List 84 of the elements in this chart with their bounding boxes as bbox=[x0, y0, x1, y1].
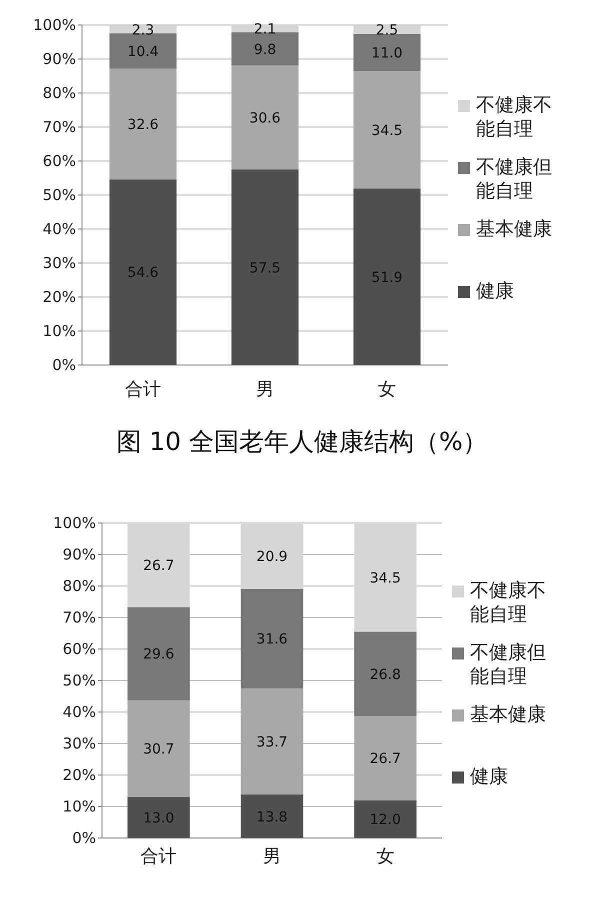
data-label: 2.1 bbox=[254, 22, 276, 38]
y-tick-label: 80% bbox=[62, 577, 96, 595]
bar bbox=[353, 188, 421, 365]
data-label: 9.8 bbox=[254, 42, 276, 58]
bar bbox=[240, 688, 304, 795]
y-tick-label: 10% bbox=[62, 798, 96, 816]
data-label: 30.6 bbox=[249, 110, 281, 126]
bar bbox=[353, 71, 421, 189]
bar bbox=[354, 523, 416, 632]
data-label: 32.6 bbox=[127, 116, 159, 133]
data-label: 30.7 bbox=[143, 742, 174, 758]
bar bbox=[109, 179, 177, 365]
data-label: 20.9 bbox=[256, 548, 288, 565]
x-tick-label: 女 bbox=[378, 379, 396, 400]
x-tick-label: 合计 bbox=[125, 379, 161, 400]
legend-label: 健康 bbox=[470, 766, 508, 788]
y-tick-label: 90% bbox=[62, 546, 96, 564]
text: 图 10 全国老年人健康结构（%） bbox=[116, 427, 488, 456]
y-tick-label: 40% bbox=[62, 703, 96, 721]
y-tick-label: 70% bbox=[42, 118, 76, 136]
data-label: 26.8 bbox=[370, 666, 401, 683]
legend-label: 健康 bbox=[476, 280, 514, 302]
y-tick-label: 100% bbox=[53, 514, 96, 532]
bar bbox=[240, 523, 304, 589]
y-tick-label: 30% bbox=[42, 254, 76, 272]
data-label: 54.6 bbox=[127, 265, 159, 282]
data-label: 13.8 bbox=[256, 809, 288, 826]
data-label: 34.5 bbox=[370, 570, 401, 586]
y-tick-label: 60% bbox=[62, 640, 96, 658]
legend-label: 基本健康 bbox=[470, 704, 546, 726]
bar bbox=[128, 607, 190, 700]
y-tick-label: 40% bbox=[42, 220, 76, 238]
data-label: 11.0 bbox=[371, 46, 403, 62]
data-label: 29.6 bbox=[143, 646, 174, 663]
x-tick-label: 男 bbox=[256, 379, 274, 400]
data-label: 33.7 bbox=[256, 734, 288, 750]
data-label: 31.6 bbox=[256, 632, 288, 648]
legend-label: 不健康但能自理 bbox=[470, 642, 546, 688]
y-tick-label: 50% bbox=[42, 186, 76, 204]
bar bbox=[353, 25, 421, 34]
data-label: 10.4 bbox=[127, 44, 159, 60]
bar bbox=[109, 68, 177, 180]
data-label: 26.7 bbox=[370, 751, 401, 768]
bar bbox=[231, 65, 299, 170]
bar bbox=[231, 170, 299, 365]
x-tick-label: 合计 bbox=[140, 846, 177, 867]
legend-label: 不健康但能自理 bbox=[476, 156, 552, 202]
bar bbox=[231, 25, 299, 32]
y-tick-label: 90% bbox=[42, 50, 76, 68]
legend-label: 不健康不能自理 bbox=[476, 94, 552, 140]
y-tick-label: 20% bbox=[62, 766, 96, 784]
bar bbox=[128, 523, 190, 608]
y-tick-label: 50% bbox=[62, 672, 96, 690]
x-tick-label: 女 bbox=[376, 846, 394, 867]
bar bbox=[354, 716, 416, 800]
y-tick-label: 10% bbox=[42, 322, 76, 340]
bar bbox=[240, 588, 304, 688]
y-tick-label: 80% bbox=[42, 84, 76, 102]
bar bbox=[353, 34, 421, 72]
x-tick-label: 男 bbox=[263, 846, 281, 867]
y-tick-label: 0% bbox=[72, 829, 96, 847]
legend-label: 基本健康 bbox=[476, 218, 552, 240]
data-label: 13.0 bbox=[143, 810, 174, 827]
y-tick-label: 70% bbox=[62, 608, 96, 626]
data-label: 57.5 bbox=[249, 260, 281, 276]
data-label: 51.9 bbox=[371, 270, 403, 286]
bar bbox=[354, 800, 416, 838]
y-tick-label: 20% bbox=[42, 288, 76, 306]
data-label: 34.5 bbox=[371, 122, 403, 139]
data-label: 2.5 bbox=[376, 22, 398, 39]
bar bbox=[354, 632, 416, 716]
legend-label: 不健康不能自理 bbox=[470, 580, 546, 626]
data-label: 26.7 bbox=[143, 558, 174, 574]
data-label: 12.0 bbox=[370, 812, 401, 828]
bar bbox=[109, 33, 177, 69]
y-tick-label: 100% bbox=[33, 16, 76, 34]
bar bbox=[240, 794, 304, 838]
bar bbox=[128, 700, 190, 798]
data-label: 2.3 bbox=[132, 22, 154, 38]
y-tick-label: 30% bbox=[62, 734, 96, 752]
y-tick-label: 60% bbox=[42, 152, 76, 170]
bar bbox=[231, 32, 299, 66]
y-tick-label: 0% bbox=[52, 356, 76, 374]
bar bbox=[128, 797, 190, 838]
